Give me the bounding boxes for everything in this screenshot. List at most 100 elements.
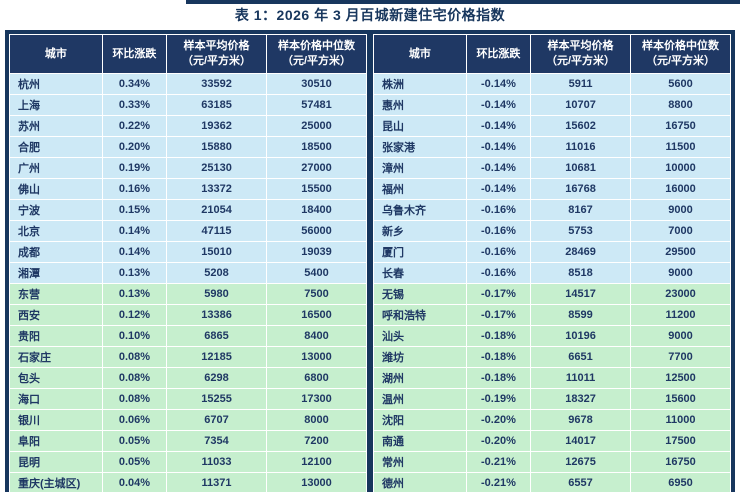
cell-city: 张家港 [373,136,467,158]
column-header-city: 城市 [9,34,103,74]
cell-change: 0.05% [101,430,168,452]
cell-median-price: 13000 [266,346,367,368]
cell-avg-price: 16768 [530,178,632,200]
cell-median-price: 11000 [630,409,731,431]
table-row: 湘潭 0.13% 5208 5400 [9,262,367,284]
table-row: 汕头 -0.18% 10196 9000 [373,325,731,347]
cell-city: 宁波 [9,199,103,221]
cell-median-price: 6800 [266,367,367,389]
cell-avg-price: 5753 [530,220,632,242]
column-header-change: 环比涨跌 [101,34,168,74]
table-title: 表 1：2026 年 3 月百城新建住宅价格指数 [234,7,506,23]
cell-avg-price: 8518 [530,262,632,284]
cell-city: 德州 [373,472,467,492]
cell-median-price: 57481 [266,94,367,116]
cell-change: -0.18% [465,325,532,347]
cell-median-price: 8000 [266,409,367,431]
table-row: 无锡 -0.17% 14517 23000 [373,283,731,305]
cell-median-price: 7000 [630,220,731,242]
cell-change: 0.16% [101,178,168,200]
table-row: 银川 0.06% 6707 8000 [9,409,367,431]
cell-city: 温州 [373,388,467,410]
cell-change: -0.14% [465,157,532,179]
cell-city: 银川 [9,409,103,431]
cell-median-price: 11500 [630,136,731,158]
cell-median-price: 29500 [630,241,731,263]
cell-avg-price: 11371 [166,472,268,492]
cell-avg-price: 10196 [530,325,632,347]
cell-median-price: 18400 [266,199,367,221]
cell-median-price: 8800 [630,94,731,116]
cell-city: 呼和浩特 [373,304,467,326]
cell-change: -0.18% [465,346,532,368]
cell-city: 沈阳 [373,409,467,431]
cell-median-price: 16500 [266,304,367,326]
table-row: 海口 0.08% 15255 17300 [9,388,367,410]
cell-change: -0.16% [465,241,532,263]
cell-city: 东营 [9,283,103,305]
table-row: 湖州 -0.18% 11011 12500 [373,367,731,389]
cell-median-price: 9000 [630,262,731,284]
cell-avg-price: 7354 [166,430,268,452]
cell-avg-price: 11016 [530,136,632,158]
cell-change: 0.19% [101,157,168,179]
table-row: 苏州 0.22% 19362 25000 [9,115,367,137]
cell-change: 0.20% [101,136,168,158]
cell-avg-price: 10681 [530,157,632,179]
table-row: 贵阳 0.10% 6865 8400 [9,325,367,347]
table-row: 南通 -0.20% 14017 17500 [373,430,731,452]
cell-city: 贵阳 [9,325,103,347]
cell-avg-price: 47115 [166,220,268,242]
cell-avg-price: 12185 [166,346,268,368]
cell-avg-price: 15255 [166,388,268,410]
cell-change: -0.14% [465,94,532,116]
cell-change: -0.17% [465,283,532,305]
cell-city: 漳州 [373,157,467,179]
cell-avg-price: 14017 [530,430,632,452]
cell-change: 0.08% [101,346,168,368]
cell-change: -0.16% [465,199,532,221]
table-row: 温州 -0.19% 18327 15600 [373,388,731,410]
cell-avg-price: 6707 [166,409,268,431]
cell-avg-price: 12675 [530,451,632,473]
cell-avg-price: 14517 [530,283,632,305]
cell-city: 包头 [9,367,103,389]
cell-city: 重庆(主城区) [9,472,103,492]
cell-change: 0.10% [101,325,168,347]
cell-change: -0.14% [465,178,532,200]
cell-avg-price: 13386 [166,304,268,326]
cell-city: 昆山 [373,115,467,137]
cell-change: -0.14% [465,115,532,137]
cell-median-price: 56000 [266,220,367,242]
cell-avg-price: 13372 [166,178,268,200]
cell-city: 乌鲁木齐 [373,199,467,221]
column-header-change: 环比涨跌 [465,34,532,74]
cell-change: -0.19% [465,388,532,410]
cell-city: 汕头 [373,325,467,347]
cell-city: 常州 [373,451,467,473]
cell-change: 0.08% [101,367,168,389]
column-header-avg-price: 样本平均价格 （元/平方米） [166,34,268,74]
title-bar: 表 1：2026 年 3 月百城新建住宅价格指数 [0,0,740,30]
cell-avg-price: 6865 [166,325,268,347]
cell-city: 南通 [373,430,467,452]
table-row: 新乡 -0.16% 5753 7000 [373,220,731,242]
cell-city: 海口 [9,388,103,410]
cell-change: -0.20% [465,430,532,452]
cell-median-price: 5400 [266,262,367,284]
cell-change: -0.21% [465,472,532,492]
cell-median-price: 12500 [630,367,731,389]
cell-change: 0.06% [101,409,168,431]
cell-change: 0.33% [101,94,168,116]
cell-median-price: 13000 [266,472,367,492]
table-row: 昆明 0.05% 11033 12100 [9,451,367,473]
column-header-city: 城市 [373,34,467,74]
cell-median-price: 11200 [630,304,731,326]
table-row: 上海 0.33% 63185 57481 [9,94,367,116]
cell-median-price: 17500 [630,430,731,452]
table-row: 宁波 0.15% 21054 18400 [9,199,367,221]
table-row: 阜阳 0.05% 7354 7200 [9,430,367,452]
cell-city: 佛山 [9,178,103,200]
table-row: 呼和浩特 -0.17% 8599 11200 [373,304,731,326]
table-row: 重庆(主城区) 0.04% 11371 13000 [9,472,367,492]
